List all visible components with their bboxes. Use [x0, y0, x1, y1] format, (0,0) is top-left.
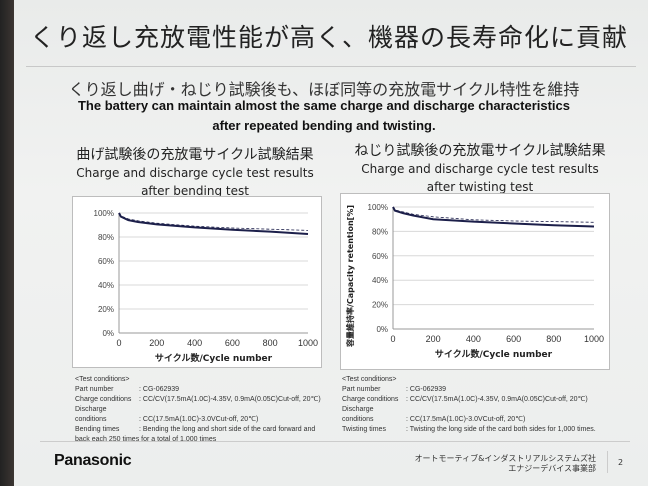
condition-label: Discharge conditions: [75, 406, 107, 423]
panel-title-en: Charge and discharge cycle test results: [361, 162, 599, 176]
x-axis-label: サイクル数/Cycle number: [435, 348, 553, 360]
condition-row: Twisting times : Twisting the long side o…: [342, 425, 632, 435]
condition-label: Charge conditions: [342, 396, 399, 403]
series-line-dashed: [392, 206, 595, 223]
condition-value: : CC/CV(17.5mA(1.0C)-4.35V, 0.9mA(0.05C)…: [139, 396, 321, 403]
x-tick-label: 800: [546, 334, 561, 344]
footer-divider: [40, 441, 630, 442]
panel-title-bending: 曲げ試験後の充放電サイクル試験結果 Charge and discharge c…: [60, 146, 330, 200]
x-tick-label: 800: [263, 338, 278, 348]
condition-value: : CC/CV(17.5mA(1.0C)-4.35V, 0.9mA(0.05C)…: [406, 396, 588, 403]
condition-value: : Bending the long and short side of the…: [139, 426, 316, 433]
slide-title: くり返し充放電性能が高く、機器の長寿命化に貢献: [30, 23, 629, 52]
test-conditions-twisting: <Test conditions> Part number : CG-062939 C…: [342, 375, 632, 435]
condition-row: Charge conditions : CC/CV(17.5mA(1.0C)-4.…: [342, 395, 632, 405]
conditions-heading: <Test conditions>: [75, 376, 130, 383]
condition-value: : Twisting the long side of the card bot…: [406, 426, 596, 433]
company-name: オートモーティブ&インダストリアルシステムズ社 エナジーデバイス事業部: [415, 454, 596, 474]
chart-bending-svg: 0% 20% 40% 60% 80% 100% 0 200 400 600 800 1000 サイクル数…: [94, 209, 318, 364]
panel-title-twisting: ねじり試験後の充放電サイクル試験結果 Charge and discharge …: [335, 142, 625, 196]
y-tick-label: 20%: [372, 301, 388, 310]
condition-row: Part number : CG-062939: [75, 385, 335, 395]
panel-title-en: after bending test: [141, 184, 249, 198]
conditions-heading: <Test conditions>: [342, 376, 397, 383]
test-conditions-bending: <Test conditions> Part number : CG-062939 C…: [75, 375, 335, 445]
panel-title-en: after twisting test: [426, 180, 534, 194]
y-tick-label: 0%: [376, 325, 388, 334]
y-tick-label: 40%: [98, 281, 114, 290]
condition-value: : CG-062939: [406, 386, 447, 393]
y-tick-label: 40%: [372, 276, 388, 285]
condition-row: Part number : CG-062939: [342, 385, 632, 395]
chart-twisting: 0% 20% 40% 60% 80% 100% 0 200 400 600 800 1000 サイクル数…: [340, 193, 610, 370]
x-tick-label: 0: [390, 334, 395, 344]
series-line-dashed: [118, 212, 309, 231]
page-number: 2: [618, 458, 624, 467]
y-tick-label: 60%: [98, 257, 114, 266]
chart-bending: 0% 20% 40% 60% 80% 100% 0 200 400 600 800 1000 サイクル数…: [72, 196, 322, 368]
x-tick-label: 1000: [584, 334, 604, 344]
y-axis-label: 容量維持率/Capacity retention[%]: [345, 205, 355, 348]
subtitle-jp: くり返し曲げ・ねじり試験後も、ほぼ同等の充放電サイクル特性を維持: [68, 80, 580, 99]
condition-row: Discharge conditions : CC(17.5mA(1.0C)-3.…: [75, 405, 335, 425]
x-tick-label: 600: [225, 338, 240, 348]
subtitle-en-2: after repeated bending and twisting.: [212, 118, 436, 133]
y-tick-label: 20%: [98, 305, 114, 314]
panel-title-jp: ねじり試験後の充放電サイクル試験結果: [354, 143, 606, 159]
x-tick-label: 200: [426, 334, 441, 344]
x-tick-label: 600: [506, 334, 521, 344]
company-line: エナジーデバイス事業部: [508, 464, 596, 473]
x-tick-label: 400: [187, 338, 202, 348]
condition-label: Part number: [342, 386, 381, 393]
y-tick-label: 100%: [94, 209, 114, 218]
condition-label: Part number: [75, 386, 114, 393]
company-line: オートモーティブ&インダストリアルシステムズ社: [414, 454, 596, 463]
condition-value: : CC(17.5mA(1.0C)-3.0VCut-off, 20℃): [139, 416, 259, 423]
x-tick-label: 400: [466, 334, 481, 344]
panel-title-jp: 曲げ試験後の充放電サイクル試験結果: [76, 147, 314, 163]
title-divider: [26, 66, 636, 67]
condition-value: : CG-062939: [139, 386, 180, 393]
x-tick-label: 200: [149, 338, 164, 348]
condition-label: Charge conditions: [75, 396, 132, 403]
panel-title-en: Charge and discharge cycle test results: [76, 166, 314, 180]
y-tick-label: 60%: [372, 252, 388, 261]
x-axis-label: サイクル数/Cycle number: [155, 352, 273, 364]
x-tick-label: 0: [116, 338, 121, 348]
panasonic-logo: Panasonic: [54, 452, 132, 469]
condition-row: Discharge conditions : CC(17.5mA(1.0C)-3.…: [342, 405, 632, 425]
y-tick-label: 80%: [98, 233, 114, 242]
y-tick-label: 100%: [368, 203, 388, 212]
series-line-solid: [118, 212, 309, 235]
condition-continuation: back each 250 times for a total of 1,000…: [75, 436, 217, 443]
page-separator: [607, 451, 608, 473]
chart-twisting-svg: 0% 20% 40% 60% 80% 100% 0 200 400 600 800 1000 サイクル数…: [345, 203, 604, 360]
series-line-solid: [392, 206, 595, 228]
y-tick-label: 0%: [102, 329, 114, 338]
condition-value: : CC(17.5mA(1.0C)-3.0VCut-off, 20℃): [406, 416, 526, 423]
condition-row: Bending times : Bending the long and shor…: [75, 425, 335, 435]
subtitle-en-1: The battery can maintain almost the same…: [77, 98, 571, 113]
condition-label: Bending times: [75, 426, 120, 433]
x-tick-label: 1000: [298, 338, 318, 348]
condition-row: Charge conditions : CC/CV(17.5mA(1.0C)-4.…: [75, 395, 335, 405]
condition-label: Twisting times: [342, 426, 386, 433]
condition-label: Discharge conditions: [342, 406, 374, 423]
y-tick-label: 80%: [372, 227, 388, 236]
